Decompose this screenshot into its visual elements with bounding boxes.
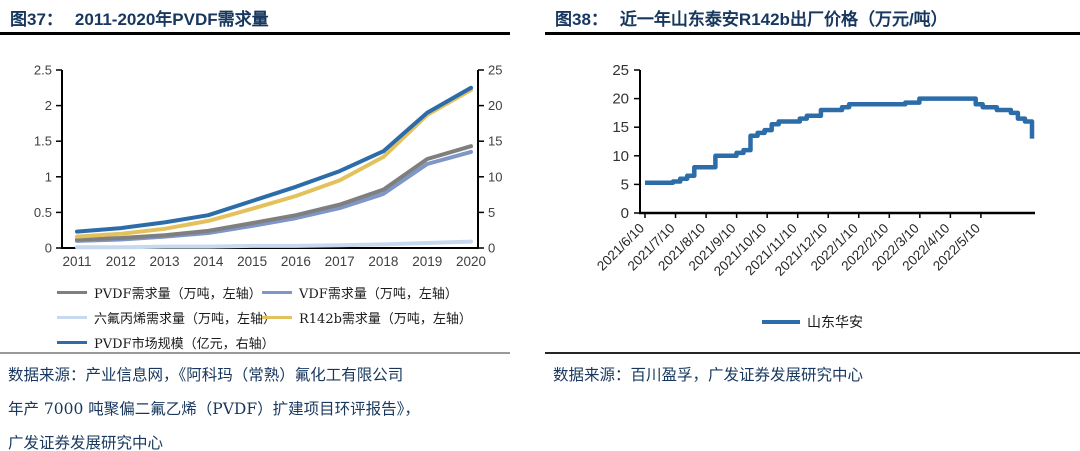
x-axis-tick-label: 2013 [150,254,180,269]
left-axis-tick-label: 1.5 [34,134,52,149]
legend-label: PVDF需求量（万吨，左轴） [94,287,262,302]
pvdf-demand-line-swatch [57,290,87,295]
left-axis-tick-label: 1 [45,169,52,184]
x-axis-tick-label: 2011 [62,254,91,269]
series-line-0 [75,144,473,242]
legend-item-vdf-demand: VDF需求量（万吨，左轴） [262,283,458,302]
legend-item-pvdf-market: PVDF市场规模（亿元，右轴） [57,333,275,352]
left-axis-tick-label: 0 [45,241,52,256]
source-line: 年产 7000 吨聚偏二氟乙烯（PVDF）扩建项目环评报告》， [8,400,420,418]
x-axis-tick-label: 2015 [237,254,267,269]
right-axis-tick-label: 5 [488,205,495,220]
left-axis-tick-label: 2.5 [34,63,52,78]
right-axis-tick-label: 20 [488,98,502,113]
y-axis-tick-label: 10 [612,148,629,165]
legend-label: VDF需求量（万吨，左轴） [299,287,458,302]
figure-38: 图38： 近一年山东泰安R142b出厂价格（万元/吨） 0 5 10 15 20 25 202… [545,0,1080,451]
x-axis-tick-label: 2020 [456,254,486,269]
source-line: 广发证券发展研究中心 [8,434,164,451]
pvdf-demand-chart: 0 0.5 1 1.5 2 2.5 0 5 10 15 20 25 2011 2012 2013 2014 20… [34,63,503,270]
series-line-2 [75,239,473,250]
legend-label: PVDF市场规模（亿元，右轴） [94,337,275,352]
figure-38-title: 图38： 近一年山东泰安R142b出厂价格（万元/吨） [555,5,948,30]
y-axis-tick-label: 25 [612,62,629,79]
figure-37: 图37： 2011-2020年PVDF需求量 0 0.5 1 1.5 2 2.5 0 5 10 15… [0,0,510,451]
x-axis-tick-label: 2016 [281,254,311,269]
legend-item-pvdf-demand: PVDF需求量（万吨，左轴） [57,283,262,302]
y-axis-tick-label: 20 [612,91,629,108]
right-axis-tick-label: 15 [488,134,502,149]
r142b-price-chart: 05101520252021/6/102021/7/102021/8/10202… [594,62,1035,279]
legend-item-r142b-demand: R142b需求量（万吨，左轴） [262,308,472,327]
r142b-demand-line-swatch [262,315,292,320]
y-axis-tick-label: 5 [621,176,629,193]
figure-38-source-divider [545,352,1080,354]
figure-37-title-rule [0,32,510,35]
x-axis-tick-label: 2014 [193,254,224,269]
legend-item-shandong-huaan: 山东华安 [545,312,1080,332]
figure-37-source-divider [0,352,510,354]
figure-37-title: 图37： 2011-2020年PVDF需求量 [10,5,269,30]
y-axis-tick-label: 0 [621,205,629,222]
figure-37-label: 图37： [10,10,63,29]
series-line-3 [75,87,473,239]
y-axis-tick-label: 15 [612,119,629,136]
left-axis-tick-label: 0.5 [34,205,52,220]
legend-label: R142b需求量（万吨，左轴） [299,312,472,327]
legend-label: 六氟丙烯需求量（万吨，左轴） [94,312,277,327]
price-step-line [645,96,1035,185]
shandong-huaan-line-swatch [762,319,800,325]
x-axis-tick-label: 2017 [325,254,355,269]
figure-38-source: 数据来源：百川盈孚，广发证券发展研究中心 [553,358,1076,392]
pvdf-market-line-swatch [57,340,87,345]
right-axis-tick-label: 0 [488,241,495,256]
x-axis-tick-label: 2012 [106,254,136,269]
x-axis-tick-label: 2018 [368,254,398,269]
figure-38-label: 图38： [555,10,608,29]
left-axis-tick-label: 2 [45,98,52,113]
right-axis-tick-label: 10 [488,169,502,184]
x-axis-tick-label: 2019 [412,254,442,269]
legend-item-hfp-demand: 六氟丙烯需求量（万吨，左轴） [57,308,276,327]
vdf-demand-line-swatch [262,290,292,295]
figure-38-title-rule [545,32,1080,35]
hfp-demand-line-swatch [57,315,87,320]
source-line: 数据来源：百川盈孚，广发证券发展研究中心 [553,366,864,384]
source-line: 数据来源：产业信息网，《阿科玛（常熟）氟化工有限公司 [8,366,404,384]
figure-38-title-text: 近一年山东泰安R142b出厂价格（万元/吨） [619,10,948,29]
right-axis-tick-label: 25 [488,63,502,78]
figure-37-title-text: 2011-2020年PVDF需求量 [74,10,269,29]
figure-37-source: 数据来源：产业信息网，《阿科玛（常熟）氟化工有限公司 年产 7000 吨聚偏二氟… [8,358,506,451]
series-line-4 [75,85,473,234]
legend-label: 山东华安 [807,315,863,331]
